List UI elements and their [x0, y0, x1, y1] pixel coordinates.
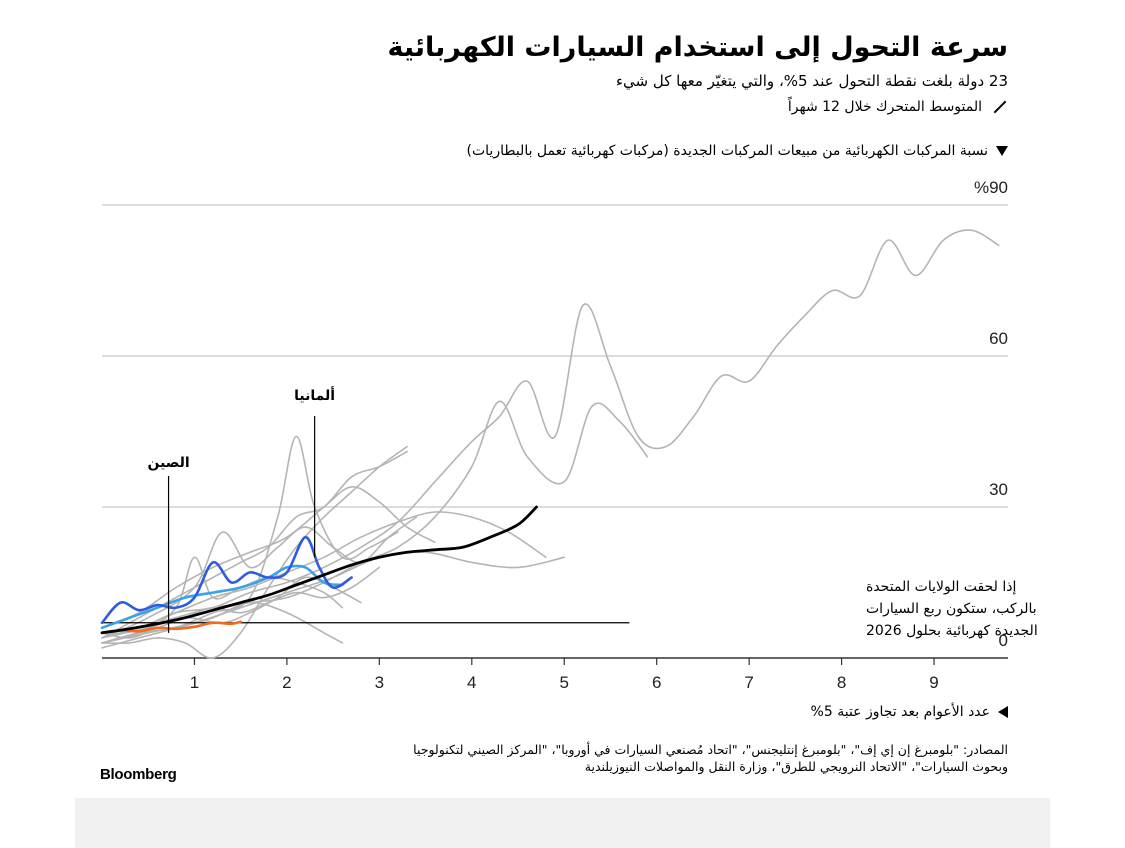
series-line-light-blue	[100, 564, 344, 630]
series-line-other	[101, 400, 649, 639]
x-tick-label: 9	[929, 673, 938, 692]
label-usa-line1: إذا لحقت الولايات المتحدة	[866, 579, 1017, 595]
x-tick-label: 1	[190, 673, 199, 692]
bloomberg-logo: Bloomberg	[100, 766, 177, 783]
chart-title: سرعة التحول إلى استخدام السيارات الكهربا…	[387, 32, 1008, 63]
series-line-other	[101, 576, 362, 639]
legend-moving-average: المتوسط المتحرك خلال 12 شهراً	[788, 99, 1008, 115]
y-tick-label: %90	[974, 178, 1008, 197]
series-other-countries	[101, 229, 1000, 659]
series-line-other	[101, 511, 547, 634]
y-axis-ticks: 0 30 60 %90	[974, 178, 1008, 650]
label-usa-line3: الجديدة كهربائية بحلول 2026	[866, 623, 1038, 639]
chart-subtitle: 23 دولة بلغت نقطة التحول عند 5%، والتي ي…	[615, 72, 1008, 90]
x-tick-label: 4	[467, 673, 476, 692]
label-usa-line2: بالركب، ستكون ربع السيارات	[866, 601, 1037, 617]
annotations: الصين ألمانيا إذا لحقت الولايات المتحدة بال…	[147, 386, 1037, 639]
x-tick-label: 2	[282, 673, 291, 692]
y-tick-label: 60	[989, 329, 1008, 348]
legend-metric: نسبة المركبات الكهربائية من مبيعات المرك…	[467, 143, 1008, 159]
y-tick-label: 0	[999, 631, 1008, 650]
legend-moving-average-label: المتوسط المتحرك خلال 12 شهراً	[787, 99, 982, 115]
series-line-germany	[100, 535, 353, 625]
series-highlighted	[100, 505, 630, 635]
sources-line-2: وبحوث السيارات"، "الاتحاد النرويجي للطرق…	[584, 759, 1008, 774]
sources-line-1: المصادر: "بلومبرغ إن إي إف"، "بلومبرغ إن…	[413, 742, 1008, 757]
x-axis-note: عدد الأعوام بعد تجاوز عتبة 5%	[811, 704, 1008, 720]
x-axis-label: عدد الأعوام بعد تجاوز عتبة 5%	[810, 704, 990, 720]
y-tick-label: 30	[989, 480, 1008, 499]
series-line-other	[101, 229, 1000, 634]
x-tick-label: 5	[560, 673, 569, 692]
sources-note: المصادر: "بلومبرغ إن إي إف"، "بلومبرغ إن…	[288, 741, 1008, 775]
x-tick-label: 8	[837, 673, 846, 692]
series-line-other	[101, 486, 436, 629]
triangle-down-icon	[996, 146, 1008, 156]
series-line-other	[101, 601, 344, 644]
x-tick-label: 3	[375, 673, 384, 692]
line-legend-icon	[993, 100, 1007, 114]
label-germany: ألمانيا	[294, 386, 335, 404]
label-china: الصين	[147, 455, 189, 471]
x-axis-ticks: 1 2 3 4 5 6 7 8 9	[190, 658, 939, 692]
series-line-average	[100, 505, 538, 635]
series-line-other	[101, 435, 399, 649]
x-tick-label: 6	[652, 673, 661, 692]
series-line-other	[101, 445, 408, 659]
x-tick-label: 7	[744, 673, 753, 692]
triangle-left-icon	[998, 706, 1008, 718]
gridlines	[102, 204, 1008, 659]
y-axis-label: نسبة المركبات الكهربائية من مبيعات المرك…	[466, 143, 988, 159]
footer-panel	[75, 798, 1050, 848]
line-chart: الصين ألمانيا إذا لحقت الولايات المتحدة بال…	[100, 178, 1038, 692]
